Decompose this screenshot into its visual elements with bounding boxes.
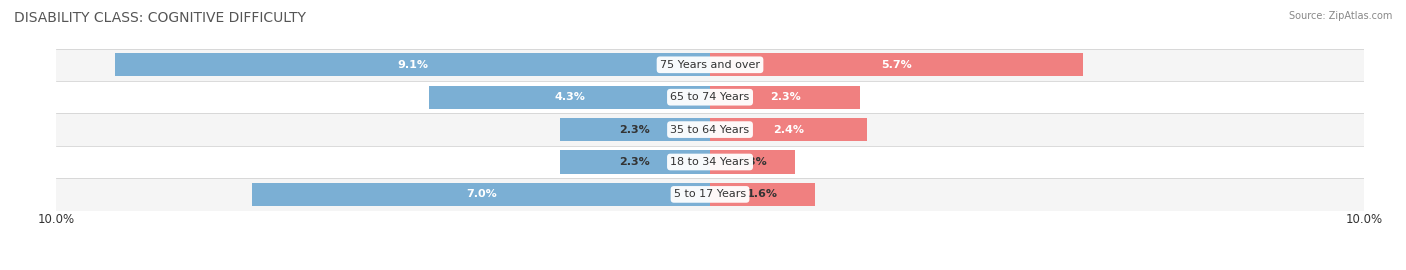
Text: 1.3%: 1.3% [737, 157, 768, 167]
Text: 2.4%: 2.4% [773, 124, 804, 135]
Bar [710, 86, 860, 109]
Text: 65 to 74 Years: 65 to 74 Years [671, 92, 749, 102]
Bar [710, 118, 868, 141]
Bar [560, 150, 710, 174]
Bar [429, 86, 710, 109]
Text: Source: ZipAtlas.com: Source: ZipAtlas.com [1288, 11, 1392, 21]
Text: 2.3%: 2.3% [770, 92, 800, 102]
Bar [710, 53, 1083, 76]
Bar [115, 53, 710, 76]
Text: 7.0%: 7.0% [465, 189, 496, 200]
Text: 1.6%: 1.6% [747, 189, 778, 200]
Text: 2.3%: 2.3% [620, 124, 650, 135]
Bar [56, 81, 1364, 113]
Bar [710, 150, 794, 174]
Text: 35 to 64 Years: 35 to 64 Years [671, 124, 749, 135]
Bar [560, 118, 710, 141]
Text: 5.7%: 5.7% [882, 60, 911, 70]
Text: 5 to 17 Years: 5 to 17 Years [673, 189, 747, 200]
Bar [56, 146, 1364, 178]
Text: 2.3%: 2.3% [620, 157, 650, 167]
Text: DISABILITY CLASS: COGNITIVE DIFFICULTY: DISABILITY CLASS: COGNITIVE DIFFICULTY [14, 11, 307, 25]
Bar [710, 183, 814, 206]
Bar [56, 113, 1364, 146]
Text: 75 Years and over: 75 Years and over [659, 60, 761, 70]
Bar [56, 49, 1364, 81]
Text: 18 to 34 Years: 18 to 34 Years [671, 157, 749, 167]
Bar [56, 178, 1364, 211]
Text: 4.3%: 4.3% [554, 92, 585, 102]
Bar [252, 183, 710, 206]
Text: 9.1%: 9.1% [396, 60, 427, 70]
